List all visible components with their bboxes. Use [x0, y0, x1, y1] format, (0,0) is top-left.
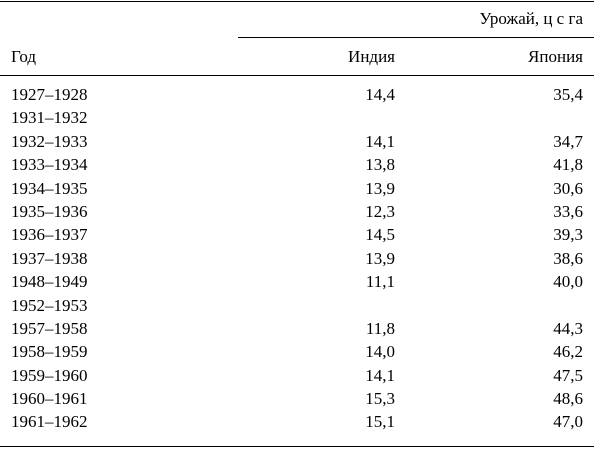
year-cell: 1961–1962	[11, 412, 88, 432]
yield-span-header: Урожай, ц с га	[479, 9, 583, 28]
table-row: 1961–1962 15,1 47,0	[0, 411, 594, 434]
india-cell: 12,3	[365, 201, 395, 221]
japan-cell: 44,3	[553, 318, 583, 338]
japan-cell: 48,6	[553, 389, 583, 409]
japan-cell: 35,4	[553, 85, 583, 104]
year-cell: 1958–1959	[11, 342, 88, 362]
india-cell: 13,9	[365, 178, 395, 198]
bottom-rule	[0, 446, 594, 447]
india-cell: 14,5	[365, 225, 395, 245]
year-cell: 1931–1932	[11, 108, 88, 128]
japan-cell: 46,2	[553, 342, 583, 362]
table-row: 1958–1959 14,0 46,2	[0, 341, 594, 364]
india-cell: 11,1	[365, 272, 395, 292]
year-cell: 1936–1937	[11, 225, 88, 245]
year-cell: 1948–1949	[11, 272, 88, 292]
table-row: 1948–1949 11,1 40,0	[0, 271, 594, 294]
table-row: 1937–1938 13,9 38,6	[0, 248, 594, 271]
year-cell: 1957–1958	[11, 318, 88, 338]
table-row: 1933–1934 13,8 41,8	[0, 154, 594, 177]
header-rule	[0, 75, 594, 76]
table-row: 1934–1935 13,9 30,6	[0, 178, 594, 201]
japan-cell: 47,5	[553, 365, 583, 385]
india-cell: 14,1	[365, 131, 395, 151]
table-row: 1960–1961 15,3 48,6	[0, 388, 594, 411]
japan-cell: 34,7	[553, 131, 583, 151]
table-row: 1936–1937 14,5 39,3	[0, 224, 594, 247]
year-cell: 1960–1961	[11, 389, 88, 409]
india-cell: 14,0	[365, 342, 395, 362]
japan-cell: 39,3	[553, 225, 583, 245]
japan-cell: 33,6	[553, 201, 583, 221]
table-row: 1927–1928 14,4 35,4	[0, 84, 594, 107]
column-header-japan: Япония	[528, 47, 583, 66]
year-cell: 1934–1935	[11, 178, 88, 198]
year-cell: 1952–1953	[11, 295, 88, 315]
column-header-india: Индия	[348, 47, 395, 66]
table-row: 1957–1958 11,8 44,3	[0, 318, 594, 341]
india-cell: 11,8	[365, 318, 395, 338]
table-row: 1935–1936 12,3 33,6	[0, 201, 594, 224]
table-body: 1927–1928 14,4 35,4 1931–1932 1932–1933 …	[0, 84, 594, 435]
japan-cell: 38,6	[553, 248, 583, 268]
top-rule	[0, 1, 594, 2]
table-row: 1952–1953	[0, 295, 594, 318]
column-header-year: Год	[11, 47, 36, 66]
year-cell: 1959–1960	[11, 365, 88, 385]
japan-cell: 40,0	[553, 272, 583, 292]
year-cell: 1927–1928	[11, 85, 88, 104]
india-cell: 15,3	[365, 389, 395, 409]
india-cell: 13,9	[365, 248, 395, 268]
india-cell: 14,4	[365, 85, 395, 104]
year-cell: 1932–1933	[11, 131, 88, 151]
table-row: 1959–1960 14,1 47,5	[0, 365, 594, 388]
india-cell: 15,1	[365, 412, 395, 432]
table-row: 1932–1933 14,1 34,7	[0, 131, 594, 154]
japan-cell: 47,0	[553, 412, 583, 432]
japan-cell: 30,6	[553, 178, 583, 198]
year-cell: 1937–1938	[11, 248, 88, 268]
year-cell: 1935–1936	[11, 201, 88, 221]
india-cell: 13,8	[365, 155, 395, 175]
india-cell: 14,1	[365, 365, 395, 385]
table-row: 1931–1932	[0, 107, 594, 130]
japan-cell: 41,8	[553, 155, 583, 175]
year-cell: 1933–1934	[11, 155, 88, 175]
span-header-rule	[238, 37, 594, 38]
